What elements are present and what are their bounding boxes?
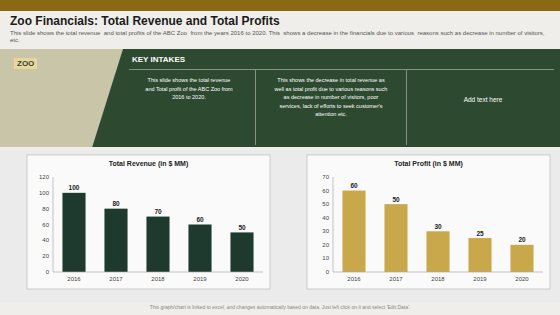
y-tick-label: 20 xyxy=(322,242,329,248)
y-tick-label: 40 xyxy=(322,215,329,221)
bar xyxy=(384,204,407,272)
subtitle: This slide shows the total revenue and t… xyxy=(10,30,550,44)
y-tick-label: 50 xyxy=(322,201,329,207)
bar xyxy=(230,232,253,272)
chart-title: Total Revenue (in $ MM) xyxy=(109,160,189,168)
page: Zoo Financials: Total Revenue and Total … xyxy=(0,0,560,315)
y-tick-label: 80 xyxy=(42,206,49,212)
data-label: 30 xyxy=(434,223,442,230)
data-label: 20 xyxy=(518,236,526,243)
x-axis xyxy=(333,272,543,273)
top-bar xyxy=(0,0,560,11)
x-tick-label: 2017 xyxy=(389,276,403,282)
title: Zoo Financials: Total Revenue and Total … xyxy=(10,14,550,28)
y-tick-label: 0 xyxy=(46,269,50,275)
data-label: 60 xyxy=(350,182,358,189)
bar xyxy=(62,193,85,272)
data-label: 50 xyxy=(238,224,246,231)
x-axis xyxy=(53,272,263,273)
y-tick-label: 120 xyxy=(39,174,50,180)
chart: Total Profit (in $ MM) 0 10 20 30 40 50 60 70 201… xyxy=(307,155,550,289)
y-tick-label: 10 xyxy=(322,255,329,261)
x-tick-label: 2020 xyxy=(235,276,249,282)
data-label: 70 xyxy=(154,208,162,215)
bar xyxy=(104,209,127,272)
y-tick-label: 100 xyxy=(39,190,50,196)
x-tick-label: 2016 xyxy=(67,276,81,282)
banner-divider xyxy=(255,70,256,145)
y-tick-label: 40 xyxy=(42,237,49,243)
chart-title: Total Profit (in $ MM) xyxy=(394,160,463,168)
data-label: 100 xyxy=(69,184,80,191)
x-tick-label: 2019 xyxy=(473,276,487,282)
key-text: This slide shows the total revenue and T… xyxy=(126,76,252,102)
x-tick-label: 2018 xyxy=(151,276,165,282)
y-axis xyxy=(53,177,54,272)
key-text: This shows the decrease in total revenue… xyxy=(258,76,404,119)
panel xyxy=(27,155,270,289)
charts-layer: Total Revenue (in $ MM)02040608010012020… xyxy=(0,0,560,315)
bars xyxy=(342,191,533,272)
bar xyxy=(426,231,449,272)
bar xyxy=(188,225,211,273)
y-tick-label: 60 xyxy=(42,222,49,228)
data-label: 50 xyxy=(392,196,400,203)
bar xyxy=(468,238,491,272)
x-tick-label: 2019 xyxy=(193,276,207,282)
chart: Total Revenue (in $ MM) 0 20 40 60 80 100 120 20… xyxy=(27,155,270,289)
x-tick-label: 2017 xyxy=(109,276,123,282)
x-tick-label: 2018 xyxy=(431,276,445,282)
x-tick-label: 2016 xyxy=(347,276,361,282)
bar xyxy=(146,217,169,272)
banner-rule xyxy=(129,69,554,70)
data-label: 80 xyxy=(112,200,120,207)
panel xyxy=(307,155,550,289)
x-tick-label: 2020 xyxy=(515,276,529,282)
banner-divider xyxy=(406,70,407,145)
key-text: Add text here xyxy=(409,96,557,103)
bar xyxy=(510,245,533,272)
y-axis xyxy=(333,177,334,272)
y-tick-label: 70 xyxy=(322,174,329,180)
y-tick-label: 60 xyxy=(322,188,329,194)
data-label: 60 xyxy=(196,216,204,223)
y-tick-label: 0 xyxy=(326,269,330,275)
y-tick-label: 30 xyxy=(322,228,329,234)
key-intakes-title: KEY INTAKES xyxy=(132,55,185,64)
data-label: 25 xyxy=(476,230,484,237)
footnote: This graph/chart is linked to excel, and… xyxy=(0,304,560,310)
y-tick-label: 20 xyxy=(42,253,49,259)
bars xyxy=(62,193,253,272)
bar xyxy=(342,191,365,272)
zoo-sign: ZOO xyxy=(14,58,37,69)
